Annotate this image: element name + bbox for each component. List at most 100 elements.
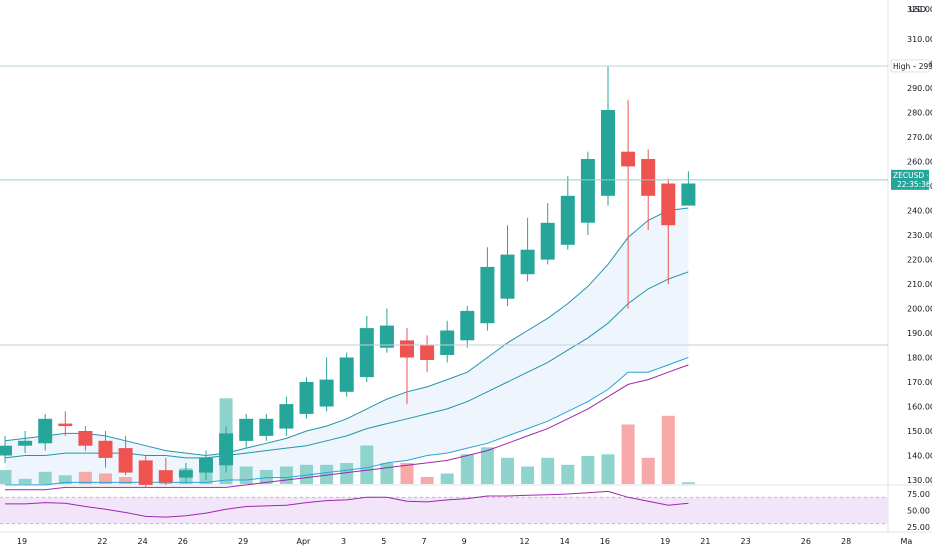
candle-body	[580, 159, 595, 223]
candle-body	[540, 222, 555, 260]
time-tick-label: 29	[238, 537, 248, 546]
candle-body	[219, 433, 234, 466]
volume-bar	[239, 466, 253, 484]
price-axis[interactable]: 310.00300.00290.00280.00270.00260.00250.…	[907, 5, 932, 485]
volume-bar	[641, 457, 655, 485]
last-price-countdown: 22:35:36	[897, 180, 931, 189]
price-tick-label: 270.00	[907, 133, 932, 142]
candle-body	[279, 404, 294, 429]
price-tick-label: 160.00	[907, 403, 932, 412]
volume-bar	[0, 470, 12, 484]
volume-bar	[400, 463, 414, 484]
time-tick-label: 22	[97, 537, 107, 546]
time-tick-label: 24	[138, 537, 148, 546]
candle-body	[18, 440, 33, 446]
volume-bar	[320, 464, 334, 485]
candle-body	[480, 266, 495, 324]
candles	[0, 65, 696, 488]
volume-bar	[440, 473, 454, 484]
price-tick-label: 320.00	[907, 5, 932, 14]
price-tick-label: 140.00	[907, 452, 932, 461]
candle-body	[379, 325, 394, 348]
time-tick-label: Apr	[296, 537, 311, 546]
time-tick-label: 16	[600, 537, 610, 546]
volume-bar	[521, 466, 535, 484]
time-tick-label: 12	[519, 537, 529, 546]
price-tick-label: 230.00	[907, 231, 932, 240]
candle-body	[500, 254, 515, 299]
time-tick-label: 19	[660, 537, 670, 546]
price-tick-label: 150.00	[907, 427, 932, 436]
price-tick-label: 220.00	[907, 256, 932, 265]
candle-body	[239, 418, 254, 441]
volume-bar	[480, 447, 494, 485]
reference-lines	[0, 65, 888, 346]
time-tick-label: 5	[381, 537, 386, 546]
high-tag-box	[890, 59, 930, 73]
time-axis[interactable]: 19 22 24 26 29 Apr 3 5 7 9 12 14 16 19 21 23 26 28 Ma	[17, 537, 912, 546]
candle-body	[38, 418, 53, 444]
price-tick-label: 290.00	[907, 84, 932, 93]
volume-bar	[300, 464, 313, 485]
volume-bar	[621, 424, 635, 484]
volume-bar	[279, 466, 293, 484]
price-tick-label: 210.00	[907, 280, 932, 289]
candle-body	[0, 445, 12, 456]
price-tick-label: 240.00	[907, 207, 932, 216]
volume-bar	[58, 475, 72, 485]
price-tick-label: 180.00	[907, 354, 932, 363]
candle-body	[400, 340, 414, 358]
last-price-tag-box	[891, 169, 929, 190]
rsi-tick-label: 75.00	[907, 490, 930, 499]
price-tick-label: 310.00	[907, 35, 932, 44]
volume-bar	[78, 471, 92, 485]
volume-bar	[340, 463, 354, 484]
price-tick-label: 280.00	[907, 109, 932, 118]
time-tick-label: 19	[17, 537, 27, 546]
candle-body	[359, 328, 374, 378]
time-tick-label: 28	[841, 537, 851, 546]
currency-label: USD	[909, 5, 926, 14]
rsi-band	[0, 497, 888, 524]
ema-band-fill	[5, 208, 689, 485]
candle-body	[420, 345, 435, 360]
volume-bar	[38, 471, 52, 485]
candle-body	[58, 423, 73, 427]
ema-band	[5, 208, 689, 485]
volume-bar	[561, 464, 575, 485]
candle-body	[98, 440, 113, 458]
time-tick-label: 26	[801, 537, 811, 546]
rsi-pane: 75.00 50.00 25.00	[0, 490, 930, 532]
time-tick-label: 7	[421, 537, 426, 546]
rsi-tick-label: 50.00	[907, 507, 930, 516]
volume-bar	[259, 470, 273, 484]
candle-body	[138, 460, 153, 485]
candle-body	[78, 431, 93, 446]
price-tick-label: 200.00	[907, 305, 932, 314]
volume-bar	[501, 457, 514, 485]
price-tick-label: 260.00	[907, 158, 932, 167]
volume-bar	[661, 415, 675, 485]
price-tick-label: 190.00	[907, 329, 932, 338]
grid	[0, 0, 932, 533]
time-tick-label: 26	[178, 537, 188, 546]
time-tick-label: 9	[462, 537, 467, 546]
rsi-tick-label: 25.00	[907, 523, 930, 532]
candle-body	[681, 183, 696, 206]
candle-body	[661, 183, 676, 226]
candle-body	[118, 448, 133, 473]
volume-bar	[380, 463, 394, 484]
candle-body	[601, 110, 615, 196]
volume-bar	[18, 478, 32, 485]
volume-bar	[601, 454, 615, 485]
price-tick-label: 130.00	[907, 476, 932, 485]
ma-line	[5, 364, 689, 491]
volume-bar	[360, 445, 374, 484]
time-tick-label: 14	[560, 537, 570, 546]
candle-body	[621, 151, 636, 167]
time-tick-label: 3	[341, 537, 346, 546]
volume-bar	[581, 456, 595, 484]
candle-body	[520, 249, 535, 275]
